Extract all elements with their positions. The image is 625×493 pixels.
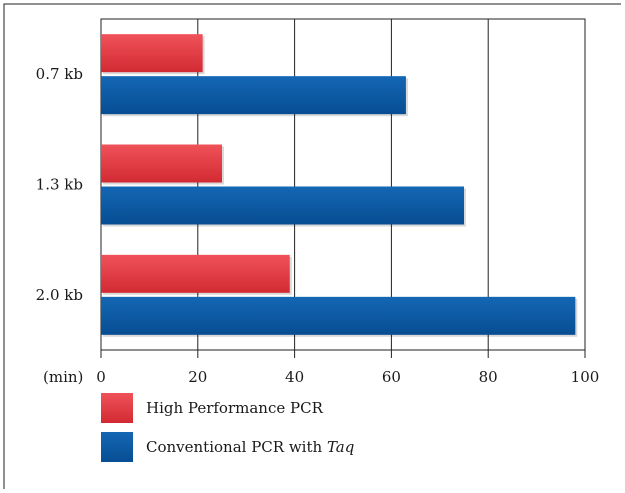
bar xyxy=(101,186,464,225)
bar xyxy=(101,296,576,335)
bar xyxy=(101,34,203,73)
category-labels: 0.7 kb 1.3 kb 2.0 kb xyxy=(36,65,83,304)
category-label: 2.0 kb xyxy=(36,286,83,304)
x-tick-label: 60 xyxy=(382,368,401,386)
plot-area xyxy=(100,18,586,351)
legend-label: High Performance PCR xyxy=(146,399,324,417)
bar xyxy=(101,254,290,293)
figure-frame xyxy=(3,3,621,489)
x-tick-label: 100 xyxy=(571,368,600,386)
bar xyxy=(101,144,222,183)
x-tick-label: 40 xyxy=(285,368,304,386)
grid-lines xyxy=(197,19,489,350)
category-label: 1.3 kb xyxy=(36,176,83,194)
x-tick-label: 80 xyxy=(479,368,498,386)
legend-swatch xyxy=(101,393,133,423)
legend-label: Conventional PCR with Taq xyxy=(146,438,354,456)
x-tick-label: 0 xyxy=(96,368,106,386)
x-tick-label: 20 xyxy=(188,368,207,386)
bars xyxy=(101,34,578,337)
bar xyxy=(101,76,406,115)
category-label: 0.7 kb xyxy=(36,65,83,83)
x-axis-unit-label: (min) xyxy=(43,368,83,386)
legend: High Performance PCR Conventional PCR wit… xyxy=(101,393,354,462)
legend-swatch xyxy=(101,432,133,462)
x-axis-ticks: 0 20 40 60 80 100 xyxy=(96,350,599,386)
